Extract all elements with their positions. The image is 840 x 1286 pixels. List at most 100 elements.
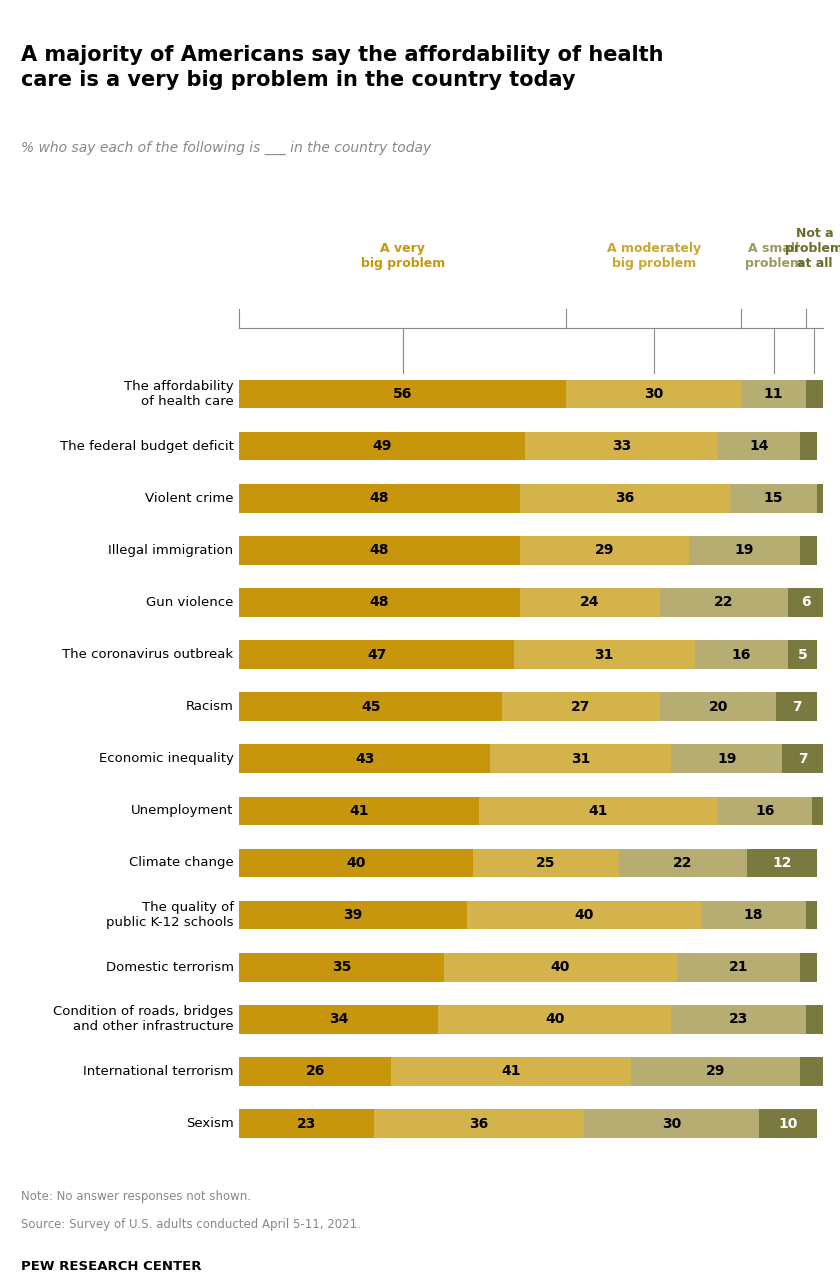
Bar [800, 536, 817, 565]
Bar [811, 796, 823, 826]
Bar [239, 588, 520, 617]
Text: PEW RESEARCH CENTER: PEW RESEARCH CENTER [21, 1260, 202, 1273]
Text: 39: 39 [344, 908, 363, 922]
Text: 40: 40 [545, 1012, 564, 1026]
Text: 43: 43 [355, 752, 375, 765]
Text: 36: 36 [615, 491, 634, 505]
Bar [584, 1110, 759, 1138]
Bar [806, 379, 823, 408]
Bar [817, 484, 823, 513]
Text: International terrorism: International terrorism [83, 1065, 234, 1078]
Text: 48: 48 [370, 543, 389, 557]
Text: 6: 6 [801, 595, 811, 610]
Text: 45: 45 [361, 700, 381, 714]
Bar [776, 692, 817, 721]
Bar [689, 536, 800, 565]
Bar [239, 432, 526, 460]
Text: 25: 25 [536, 856, 555, 869]
Bar [491, 745, 671, 773]
Text: 27: 27 [571, 700, 591, 714]
Text: A small
problem: A small problem [744, 242, 802, 270]
Bar [718, 796, 811, 826]
Text: 7: 7 [798, 752, 807, 765]
Text: 31: 31 [595, 648, 614, 661]
Text: 19: 19 [735, 543, 754, 557]
Text: 29: 29 [706, 1065, 725, 1079]
Bar [239, 484, 520, 513]
Text: 23: 23 [729, 1012, 748, 1026]
Bar [502, 692, 659, 721]
Text: % who say each of the following is ___ in the country today: % who say each of the following is ___ i… [21, 140, 431, 154]
Text: The quality of
public K-12 schools: The quality of public K-12 schools [106, 901, 234, 928]
Bar [806, 900, 817, 930]
Bar [718, 432, 800, 460]
Bar [239, 796, 479, 826]
Bar [671, 1004, 806, 1034]
Text: 35: 35 [332, 961, 351, 975]
Bar [444, 953, 677, 981]
Text: 15: 15 [764, 491, 784, 505]
Bar [619, 849, 748, 877]
Text: 34: 34 [329, 1012, 349, 1026]
Text: 33: 33 [612, 439, 632, 453]
Text: 48: 48 [370, 491, 389, 505]
Bar [467, 900, 701, 930]
Bar [526, 432, 718, 460]
Bar [631, 1057, 800, 1085]
Bar [239, 953, 444, 981]
Text: 16: 16 [755, 804, 774, 818]
Bar [659, 692, 776, 721]
Text: 49: 49 [373, 439, 392, 453]
Bar [806, 1004, 823, 1034]
Bar [520, 536, 689, 565]
Bar [473, 849, 619, 877]
Text: 12: 12 [773, 856, 792, 869]
Text: Unemployment: Unemployment [131, 804, 234, 818]
Text: 40: 40 [575, 908, 594, 922]
Text: A majority of Americans say the affordability of health
care is a very big probl: A majority of Americans say the affordab… [21, 45, 664, 90]
Text: 10: 10 [779, 1116, 798, 1130]
Text: 31: 31 [571, 752, 591, 765]
Text: Not a
problem
at all: Not a problem at all [785, 228, 840, 270]
Text: 47: 47 [367, 648, 386, 661]
Text: 20: 20 [708, 700, 727, 714]
Text: Condition of roads, bridges
and other infrastructure: Condition of roads, bridges and other in… [53, 1006, 234, 1034]
Bar [239, 900, 467, 930]
Text: 56: 56 [393, 387, 412, 401]
Bar [520, 588, 659, 617]
Text: 24: 24 [580, 595, 600, 610]
Bar [514, 640, 695, 669]
Text: 40: 40 [551, 961, 570, 975]
Text: 23: 23 [297, 1116, 316, 1130]
Bar [671, 745, 782, 773]
Text: 7: 7 [792, 700, 801, 714]
Bar [391, 1057, 631, 1085]
Text: 16: 16 [732, 648, 751, 661]
Text: 22: 22 [674, 856, 693, 869]
Text: 14: 14 [749, 439, 769, 453]
Bar [479, 796, 718, 826]
Bar [239, 536, 520, 565]
Bar [566, 379, 742, 408]
Text: Climate change: Climate change [129, 856, 234, 869]
Bar [659, 588, 788, 617]
Bar [239, 1110, 374, 1138]
Bar [788, 588, 823, 617]
Text: 36: 36 [469, 1116, 488, 1130]
Text: 22: 22 [714, 595, 733, 610]
Bar [239, 1057, 391, 1085]
Text: Gun violence: Gun violence [146, 595, 234, 608]
Bar [239, 640, 514, 669]
Bar [520, 484, 730, 513]
Text: 48: 48 [370, 595, 389, 610]
Text: The affordability
of health care: The affordability of health care [124, 379, 234, 408]
Text: 19: 19 [717, 752, 737, 765]
Text: Sexism: Sexism [186, 1118, 234, 1130]
Bar [800, 1057, 823, 1085]
Bar [701, 900, 806, 930]
Text: 26: 26 [306, 1065, 325, 1079]
Bar [742, 379, 806, 408]
Bar [438, 1004, 671, 1034]
Bar [239, 1004, 438, 1034]
Text: 29: 29 [595, 543, 614, 557]
